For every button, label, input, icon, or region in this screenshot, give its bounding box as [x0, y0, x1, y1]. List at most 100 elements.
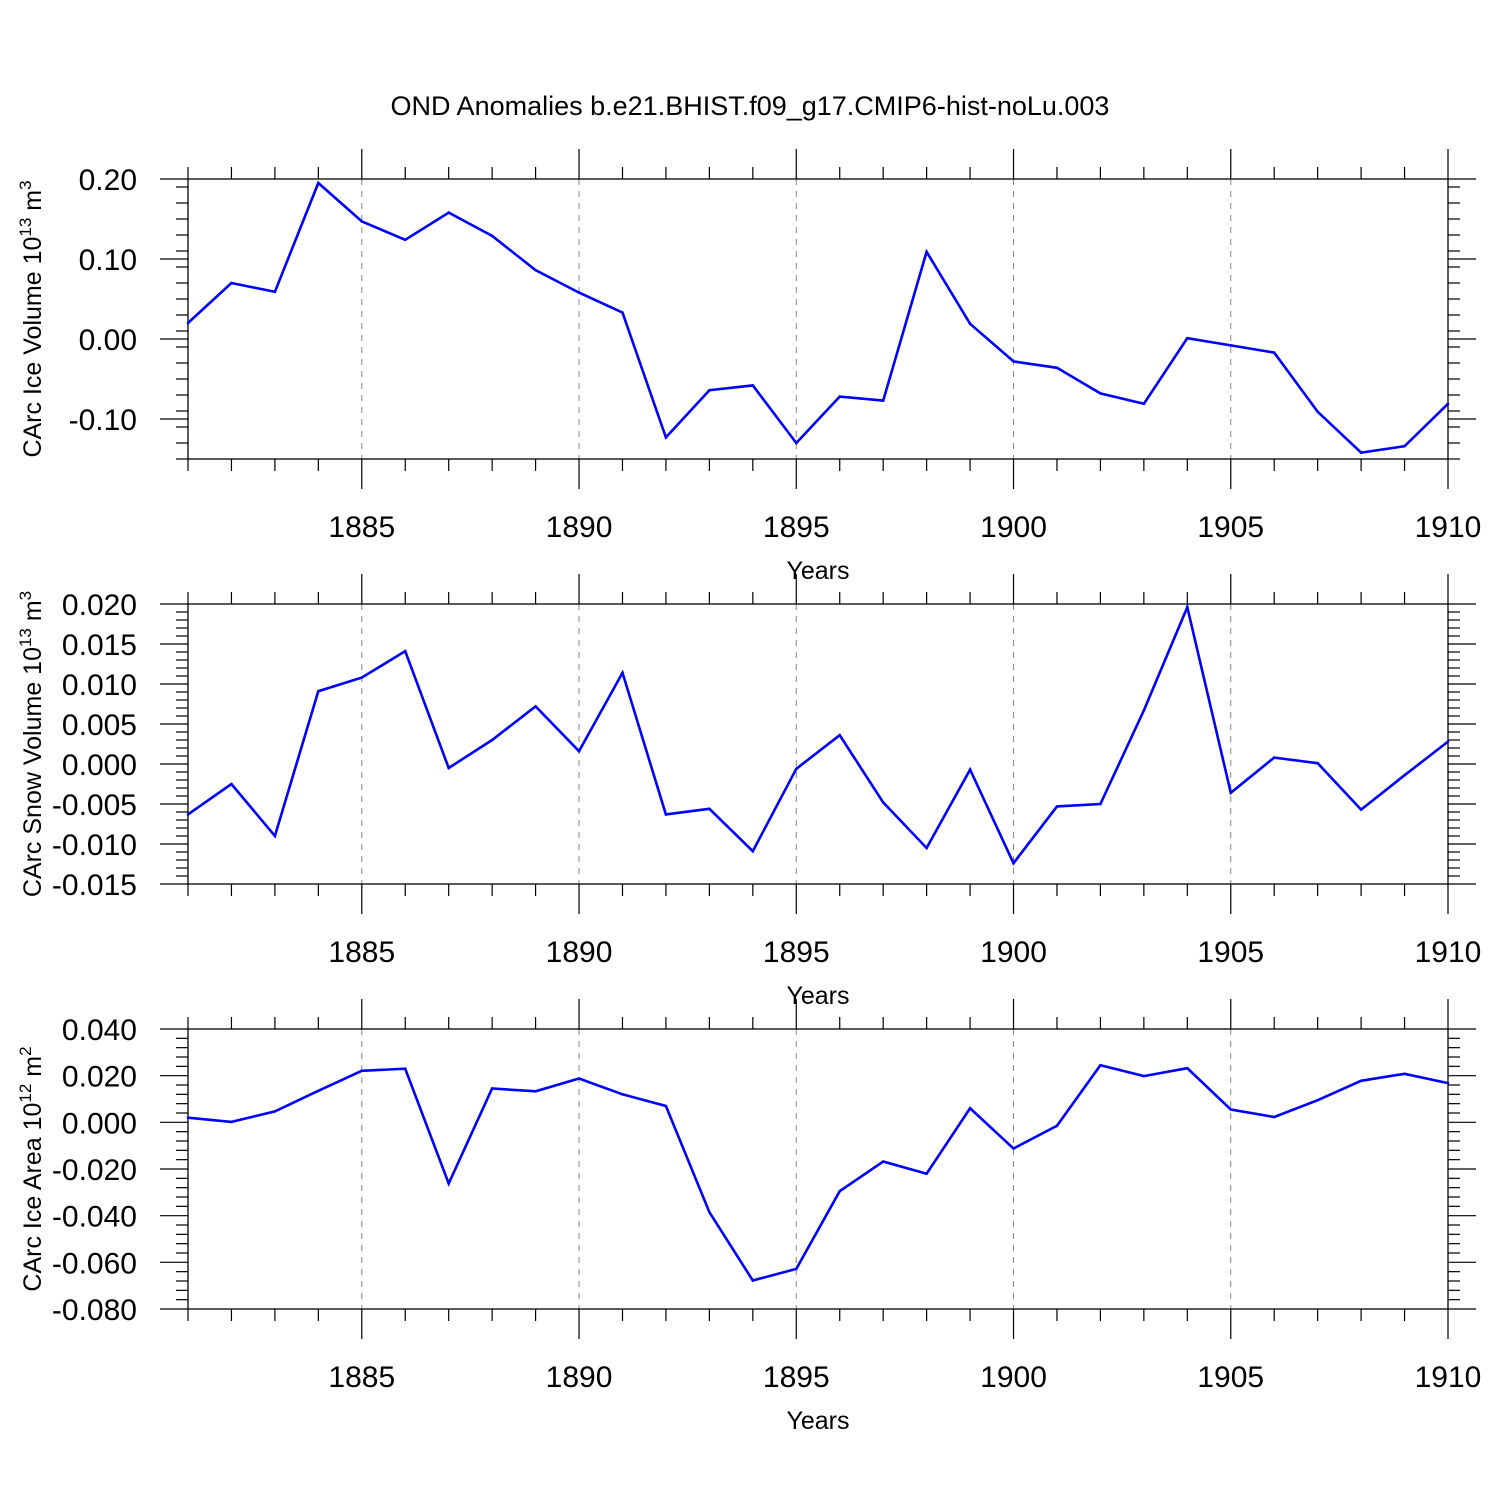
data-point-1904 [1186, 605, 1189, 609]
data-point-1900 [1012, 360, 1015, 363]
data-point-1896 [838, 395, 842, 398]
data-point-1890 [577, 1077, 581, 1080]
y-tick-label-0.010: 0.010 [62, 669, 137, 702]
data-point-1901 [1055, 366, 1059, 370]
data-point-1886 [403, 649, 407, 653]
y-tick-label-0.015: 0.015 [62, 629, 137, 662]
y-tick-label-0.20: 0.20 [79, 164, 137, 197]
data-point-1881 [186, 321, 190, 325]
data-point-1901 [1055, 1124, 1059, 1128]
x-tick-label-1905: 1905 [1197, 1361, 1264, 1394]
series-line [187, 603, 1449, 866]
y-tick-label--0.015: -0.015 [52, 869, 137, 902]
data-point-1909 [1403, 773, 1406, 777]
data-point-1906 [1272, 756, 1276, 759]
data-point-1889 [534, 268, 537, 272]
data-point-1888 [490, 234, 494, 238]
data-point-1897 [881, 1160, 885, 1163]
x-tick-label-1890: 1890 [546, 1361, 613, 1394]
data-point-1895 [794, 767, 798, 771]
y-tick-label-0.040: 0.040 [62, 1014, 137, 1047]
plot-frame [187, 603, 1449, 885]
series-line [187, 1063, 1449, 1283]
data-point-1905 [1229, 791, 1233, 795]
data-point-1903 [1142, 1074, 1146, 1078]
x-axis-label: Years [786, 557, 849, 585]
data-point-1906 [1272, 1115, 1276, 1119]
data-point-1910 [1446, 402, 1450, 406]
data-point-1897 [881, 801, 885, 804]
data-point-1899 [968, 1107, 972, 1110]
data-point-1886 [403, 238, 407, 242]
plot-frame [187, 178, 1449, 460]
figure-title: OND Anomalies b.e21.BHIST.f09_g17.CMIP6-… [391, 91, 1110, 121]
data-point-1888 [490, 1087, 494, 1090]
data-point-1889 [534, 705, 537, 708]
y-tick-label--0.060: -0.060 [52, 1247, 137, 1280]
y-tick-label--0.10: -0.10 [69, 404, 137, 437]
data-point-1888 [490, 738, 494, 742]
data-point-1894 [751, 849, 755, 853]
data-point-1902 [1099, 1063, 1102, 1067]
x-tick-label-1910: 1910 [1415, 936, 1482, 969]
y-tick-label-0.005: 0.005 [62, 709, 137, 742]
y-axis-label: CArc Snow Volume 1013 m3 [16, 591, 47, 897]
y-tick-label-0.10: 0.10 [79, 244, 137, 277]
data-point-1885 [360, 676, 364, 679]
y-tick-label-0.000: 0.000 [62, 749, 137, 782]
data-point-1883 [273, 1110, 277, 1113]
y-tick-label--0.080: -0.080 [52, 1294, 137, 1327]
data-point-1907 [1316, 761, 1319, 765]
data-point-1904 [1186, 1066, 1189, 1070]
data-point-1892 [664, 436, 668, 439]
data-point-1902 [1099, 392, 1102, 395]
x-tick-label-1885: 1885 [328, 1361, 395, 1394]
chart-panel-3: -0.080 -0.060 -0.040 -0.020 0.000 0.020 0.040 1… [16, 999, 1481, 1435]
data-point-1898 [925, 1172, 928, 1175]
data-point-1893 [708, 388, 711, 392]
y-tick-label--0.040: -0.040 [52, 1201, 137, 1234]
panels: -0.10 0.00 0.10 0.20 1885 1890 1895 1900 1905 191… [16, 149, 1481, 1435]
data-point-1882 [230, 782, 233, 786]
y-tick-label--0.010: -0.010 [52, 829, 137, 862]
data-point-1887 [447, 766, 450, 770]
data-point-1898 [925, 846, 928, 850]
x-tick-label-1910: 1910 [1415, 511, 1482, 544]
data-point-1884 [317, 1089, 320, 1093]
chart-panel-1: -0.10 0.00 0.10 0.20 1885 1890 1895 1900 1905 191… [16, 149, 1481, 585]
data-point-1910 [1446, 1081, 1450, 1085]
data-point-1894 [751, 384, 755, 387]
x-tick-label-1900: 1900 [980, 1361, 1047, 1394]
data-point-1884 [317, 689, 320, 693]
data-point-1901 [1055, 805, 1059, 808]
data-point-1907 [1316, 410, 1319, 414]
data-point-1887 [447, 1182, 450, 1185]
data-point-1895 [794, 441, 798, 445]
x-tick-label-1905: 1905 [1197, 936, 1264, 969]
data-point-1892 [664, 1104, 668, 1108]
data-point-1904 [1186, 336, 1189, 340]
data-point-1908 [1359, 1079, 1363, 1083]
x-axis-label: Years [786, 1407, 849, 1435]
data-point-1885 [360, 220, 364, 223]
data-point-1906 [1272, 351, 1276, 354]
data-point-1899 [968, 322, 972, 326]
data-point-1903 [1142, 709, 1146, 712]
data-point-1881 [186, 1116, 190, 1119]
data-point-1893 [708, 1210, 711, 1214]
y-tick-label-0.00: 0.00 [79, 324, 137, 357]
data-point-1891 [621, 311, 624, 314]
y-tick-label-0.000: 0.000 [62, 1107, 137, 1140]
x-tick-label-1885: 1885 [328, 511, 395, 544]
x-tick-label-1905: 1905 [1197, 511, 1264, 544]
y-axis-label: CArc Ice Area 1012 m2 [16, 1046, 47, 1291]
data-point-1894 [751, 1279, 755, 1282]
data-point-1896 [838, 733, 842, 737]
y-tick-label--0.020: -0.020 [52, 1154, 137, 1187]
chart-panel-2: -0.015 -0.010 -0.005 0.000 0.005 0.010 0.015 0.… [16, 574, 1481, 1010]
data-point-1892 [664, 813, 668, 816]
data-point-1900 [1012, 1147, 1015, 1150]
x-tick-label-1910: 1910 [1415, 1361, 1482, 1394]
data-point-1905 [1229, 344, 1233, 347]
